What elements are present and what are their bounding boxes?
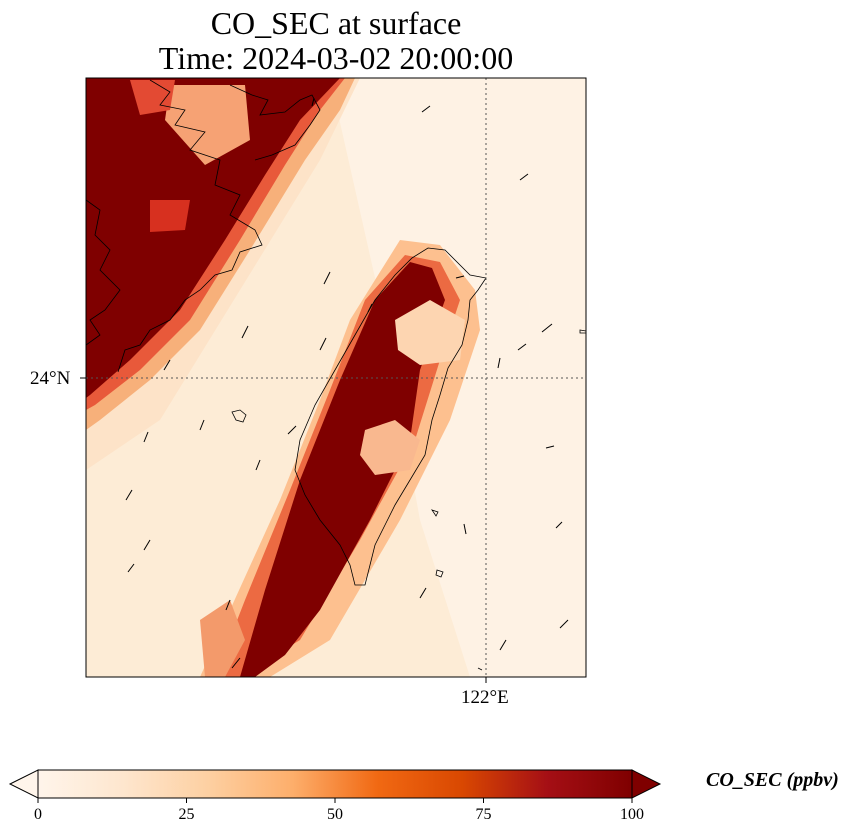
- colorbar: [8, 769, 662, 803]
- colorbar-extend-max: [631, 769, 662, 799]
- colorbar-tick-label: 25: [178, 806, 195, 823]
- plume-nw-core: [86, 78, 340, 398]
- plume-nw-hole-edge: [130, 80, 175, 115]
- plume-tw-hole-north: [395, 300, 465, 365]
- map-title-line-1: CO_SEC at surface: [210, 5, 462, 41]
- coastline-china: [86, 79, 321, 373]
- plume-tw-core: [240, 262, 445, 677]
- colorbar-extend-min: [8, 769, 39, 799]
- coastline-islands: [231, 329, 586, 671]
- colorbar-tick-label: 0: [34, 806, 42, 823]
- colorbar-tick-label: 100: [620, 806, 644, 823]
- lon-tick-label: 122°E: [461, 687, 509, 708]
- wind-vectors: [125, 97, 569, 669]
- plume-nw-hole: [165, 85, 250, 165]
- plume-tw-hole-south: [360, 420, 420, 475]
- map-plot: [80, 77, 587, 683]
- colorbar-gradient: [37, 769, 633, 799]
- coastline-taiwan: [294, 247, 487, 586]
- lat-tick-label: 24°N: [30, 368, 71, 389]
- colorbar-tick-marks: [37, 798, 633, 803]
- colorbar-tick-label: 50: [327, 806, 343, 823]
- colorbar-label: CO_SEC (ppbv): [706, 769, 839, 791]
- plume-tw-tail: [200, 600, 245, 677]
- plume-nw-spot: [150, 200, 190, 232]
- map-title-line-2: Time: 2024-03-02 20:00:00: [158, 40, 514, 76]
- colorbar-tick-label: 75: [475, 806, 492, 823]
